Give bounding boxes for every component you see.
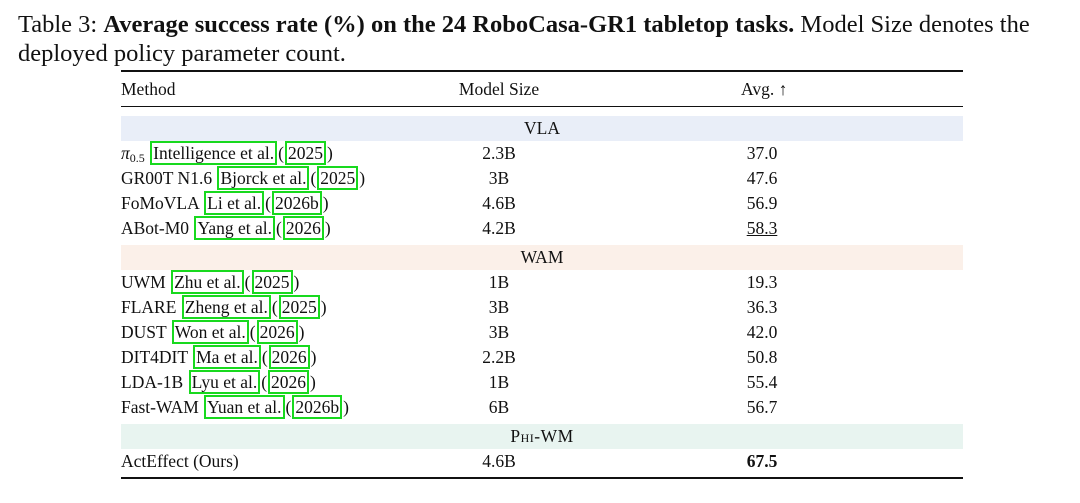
avg-score-best: 67.5 [746,451,778,471]
citation-year: 2026 [268,370,310,394]
table-row: DIT4DIT Ma et al.(2026) 2.2B 50.8 [121,345,963,370]
citation-author: Ma et al. [193,345,261,369]
citation-author: Zhu et al. [171,270,244,294]
avg-score: 42.0 [746,322,778,342]
section-title: WAM [520,247,564,267]
section-title: Phi-WM [510,426,574,446]
table-row: FoMoVLA Li et al.(2026b) 4.6B 56.9 [121,191,963,216]
model-size: 3B [488,322,510,342]
citation-author: Won et al. [171,320,249,344]
table-row: Fast-WAM Yuan et al.(2026b) 6B 56.7 [121,395,963,420]
citation-author: Bjorck et al. [217,166,310,190]
method-name: LDA-1B [121,372,184,392]
citation-year: 2026 [256,320,298,344]
citation-year: 2026 [282,216,324,240]
model-size: 2.3B [482,143,516,163]
citation-author: Lyu et al. [188,370,261,394]
citation-author: Zheng et al. [181,295,271,319]
table-row: FLARE Zheng et al.(2025) 3B 36.3 [121,295,963,320]
method-name: DUST [121,322,167,342]
citation-year: 2025 [284,141,326,165]
method-name: GR00T N1.6 [121,168,213,188]
table-row: ActEffect (Ours) 4.6B 67.5 [121,449,963,474]
table-caption: Table 3: Average success rate (%) on the… [18,10,1073,68]
header-rule [121,106,963,107]
table-row: π0.5 Intelligence et al.(2025) 2.3B 37.0 [121,141,963,166]
method-name: ActEffect (Ours) [121,451,239,471]
model-size: 4.6B [482,451,516,471]
citation-year: 2026b [292,395,343,419]
citation-author: Intelligence et al. [150,141,278,165]
avg-score: 56.7 [746,397,778,417]
avg-score: 55.4 [746,372,778,392]
caption-rest: Model Size denotes the deployed policy p… [18,11,1030,67]
avg-score: 19.3 [746,272,778,292]
method-name: ABot-M0 [121,218,190,238]
model-size: 4.2B [482,218,516,238]
header-size: Model Size [458,79,540,99]
table-row: UWM Zhu et al.(2025) 1B 19.3 [121,270,963,295]
method-name: DIT4DIT [121,347,188,367]
citation-year: 2025 [317,166,359,190]
table-row: ABot-M0 Yang et al.(2026) 4.2B 58.3 [121,216,963,241]
top-rule [121,70,963,72]
avg-score: 50.8 [746,347,778,367]
table-row: DUST Won et al.(2026) 3B 42.0 [121,320,963,345]
avg-score: 37.0 [746,143,778,163]
avg-score: 47.6 [746,168,778,188]
citation-year: 2026b [271,191,322,215]
model-size: 1B [488,272,510,292]
bottom-rule [121,477,963,479]
method-name: FoMoVLA [121,193,199,213]
citation-year: 2025 [251,270,293,294]
method-name: UWM [121,272,166,292]
citation-author: Yang et al. [194,216,275,240]
avg-score: 56.9 [746,193,778,213]
citation-author: Yuan et al. [204,395,285,419]
model-size: 2.2B [482,347,516,367]
avg-score-second-best: 58.3 [746,218,778,238]
header-avg: Avg. ↑ [741,79,788,99]
model-size: 3B [488,297,510,317]
method-name: FLARE [121,297,177,317]
caption-label: Table 3: [18,11,98,38]
header-method: Method [121,79,176,99]
section-wam: WAM [121,245,963,270]
citation-year: 2025 [278,295,320,319]
model-size: 6B [488,397,510,417]
results-table: Method Model Size Avg. ↑ VLA π0.5 Intell… [121,70,963,479]
avg-score: 36.3 [746,297,778,317]
citation-author: Li et al. [204,191,265,215]
section-phi-wm: Phi-WM [121,424,963,449]
section-vla: VLA [121,116,963,141]
section-title: VLA [524,118,560,138]
model-size: 3B [488,168,510,188]
method-subscript: 0.5 [129,151,145,165]
model-size: 4.6B [482,193,516,213]
method-name: Fast-WAM [121,397,199,417]
table-row: GR00T N1.6 Bjorck et al.(2025) 3B 47.6 [121,166,963,191]
method-name: π [121,143,130,163]
caption-bold: Average success rate (%) on the 24 RoboC… [103,11,795,38]
citation-year: 2026 [268,345,310,369]
header-row: Method Model Size Avg. ↑ [121,72,963,106]
model-size: 1B [488,372,510,392]
table-row: LDA-1B Lyu et al.(2026) 1B 55.4 [121,370,963,395]
